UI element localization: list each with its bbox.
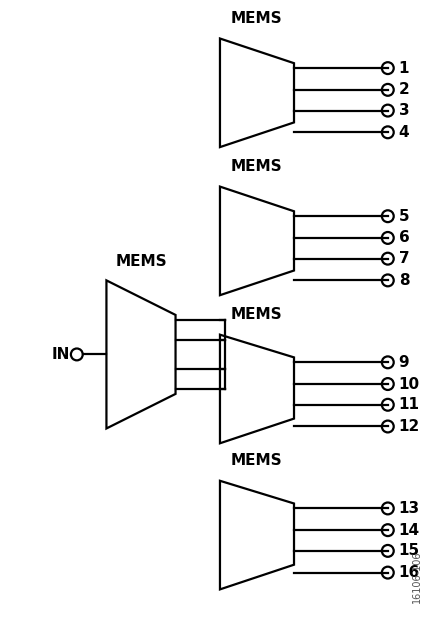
Text: MEMS: MEMS: [115, 254, 166, 268]
Text: 16: 16: [398, 565, 419, 580]
Text: 6: 6: [398, 231, 408, 246]
Text: 1: 1: [398, 61, 408, 76]
Text: 9: 9: [398, 355, 408, 370]
Text: MEMS: MEMS: [230, 159, 282, 174]
Text: 14: 14: [398, 523, 419, 538]
Text: IN: IN: [51, 347, 70, 362]
Text: 4: 4: [398, 125, 408, 140]
Text: 7: 7: [398, 251, 408, 266]
Text: 11: 11: [398, 397, 419, 412]
Text: 10: 10: [398, 376, 419, 392]
Text: 5: 5: [398, 209, 408, 224]
Text: 8: 8: [398, 273, 408, 288]
Text: 15: 15: [398, 543, 419, 559]
Text: 16106-106: 16106-106: [411, 551, 421, 603]
Text: 12: 12: [398, 419, 419, 434]
Text: 3: 3: [398, 103, 408, 118]
Text: 13: 13: [398, 501, 419, 516]
Text: 2: 2: [398, 82, 408, 97]
Text: MEMS: MEMS: [230, 11, 282, 25]
Text: MEMS: MEMS: [230, 453, 282, 468]
Text: MEMS: MEMS: [230, 307, 282, 322]
